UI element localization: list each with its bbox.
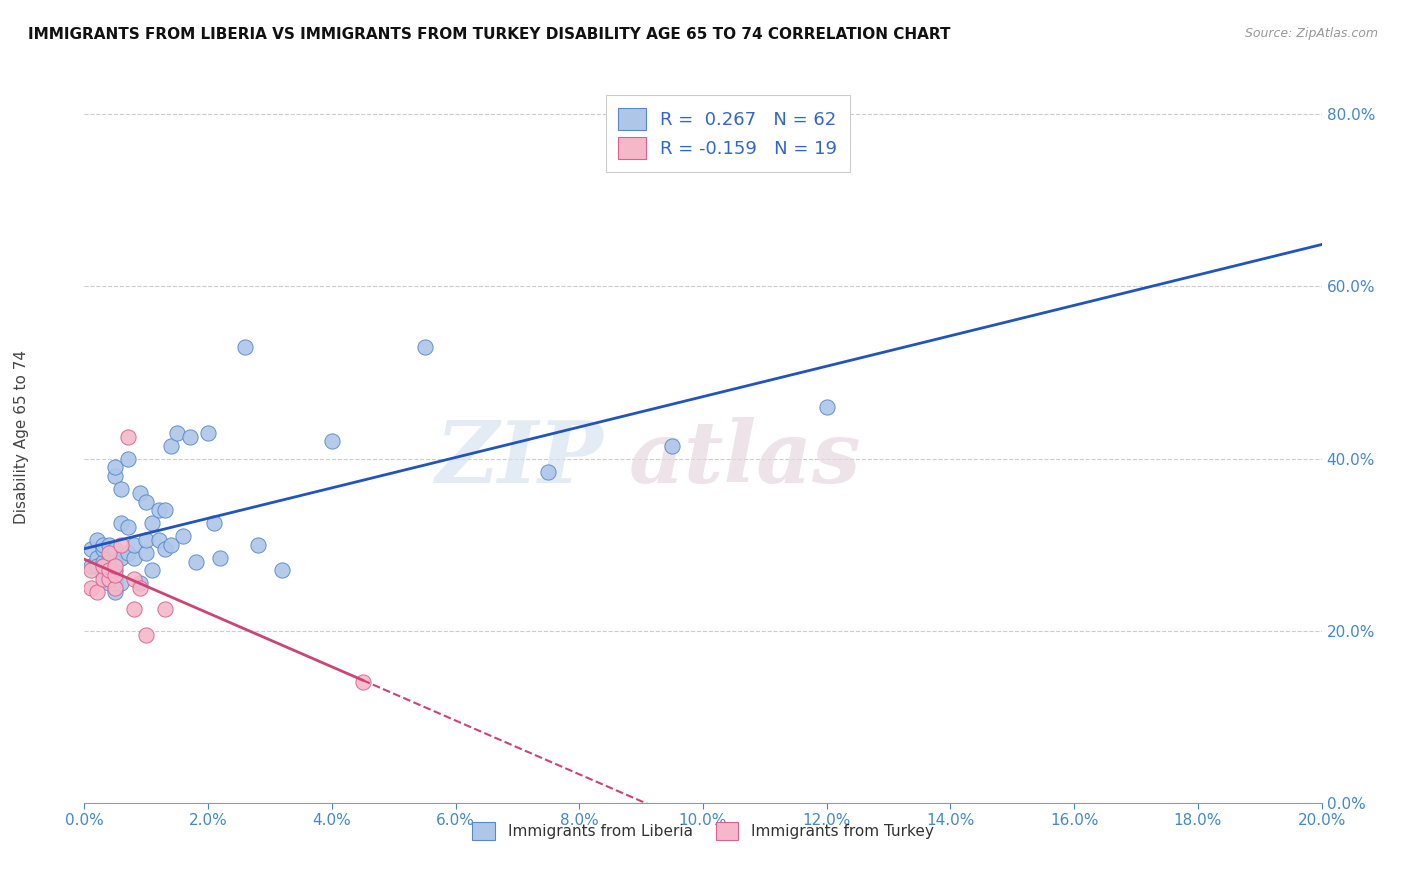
Point <box>135 546 157 560</box>
Point <box>86 550 108 565</box>
Point <box>233 340 256 354</box>
Point <box>104 572 127 586</box>
Text: atlas: atlas <box>628 417 862 500</box>
Point <box>110 576 132 591</box>
Point <box>91 555 114 569</box>
Point <box>172 529 194 543</box>
Point <box>129 486 152 500</box>
Point <box>135 494 157 508</box>
Point <box>79 564 101 578</box>
Point <box>122 572 145 586</box>
Point <box>104 567 127 582</box>
Point <box>352 675 374 690</box>
Point <box>104 576 127 591</box>
Point <box>91 564 114 578</box>
Point <box>166 425 188 440</box>
Point <box>129 581 152 595</box>
Point <box>117 430 139 444</box>
Point <box>91 572 114 586</box>
Point <box>104 581 127 595</box>
Legend: Immigrants from Liberia, Immigrants from Turkey: Immigrants from Liberia, Immigrants from… <box>467 815 939 847</box>
Text: IMMIGRANTS FROM LIBERIA VS IMMIGRANTS FROM TURKEY DISABILITY AGE 65 TO 74 CORREL: IMMIGRANTS FROM LIBERIA VS IMMIGRANTS FR… <box>28 27 950 42</box>
Point <box>98 538 121 552</box>
Point <box>153 503 176 517</box>
Point <box>86 585 108 599</box>
Y-axis label: Disability Age 65 to 74: Disability Age 65 to 74 <box>14 350 28 524</box>
Point <box>86 559 108 574</box>
Point <box>117 451 139 466</box>
Point <box>98 564 121 578</box>
Point <box>135 533 157 548</box>
Point <box>537 465 560 479</box>
Point <box>110 482 132 496</box>
Point <box>91 567 114 582</box>
Point <box>79 581 101 595</box>
Point <box>184 555 207 569</box>
Point <box>179 430 201 444</box>
Point <box>197 425 219 440</box>
Point <box>246 538 269 552</box>
Point <box>815 400 838 414</box>
Point <box>153 602 176 616</box>
Point <box>98 576 121 591</box>
Point <box>135 628 157 642</box>
Point <box>110 516 132 530</box>
Point <box>122 550 145 565</box>
Point <box>98 572 121 586</box>
Point <box>104 555 127 569</box>
Point <box>271 564 294 578</box>
Point <box>153 541 176 556</box>
Point <box>202 516 225 530</box>
Point <box>91 538 114 552</box>
Point <box>98 567 121 582</box>
Point <box>209 550 232 565</box>
Point <box>141 564 163 578</box>
Point <box>104 559 127 574</box>
Point <box>160 439 183 453</box>
Point <box>104 541 127 556</box>
Point <box>122 602 145 616</box>
Text: ZIP: ZIP <box>436 417 605 500</box>
Point <box>91 559 114 574</box>
Point <box>110 538 132 552</box>
Point <box>79 541 101 556</box>
Point <box>148 503 170 517</box>
Point <box>79 559 101 574</box>
Point <box>98 546 121 560</box>
Point <box>98 572 121 586</box>
Point <box>122 538 145 552</box>
Point <box>91 559 114 574</box>
Point <box>141 516 163 530</box>
Point <box>104 468 127 483</box>
Point <box>98 555 121 569</box>
Point <box>98 564 121 578</box>
Point <box>104 460 127 475</box>
Point <box>129 576 152 591</box>
Point <box>91 541 114 556</box>
Point <box>86 533 108 548</box>
Point <box>117 546 139 560</box>
Point <box>117 520 139 534</box>
Point <box>160 538 183 552</box>
Point <box>110 550 132 565</box>
Point <box>321 434 343 449</box>
Point <box>104 585 127 599</box>
Point <box>148 533 170 548</box>
Point <box>661 439 683 453</box>
Text: Source: ZipAtlas.com: Source: ZipAtlas.com <box>1244 27 1378 40</box>
Point <box>104 564 127 578</box>
Point <box>413 340 436 354</box>
